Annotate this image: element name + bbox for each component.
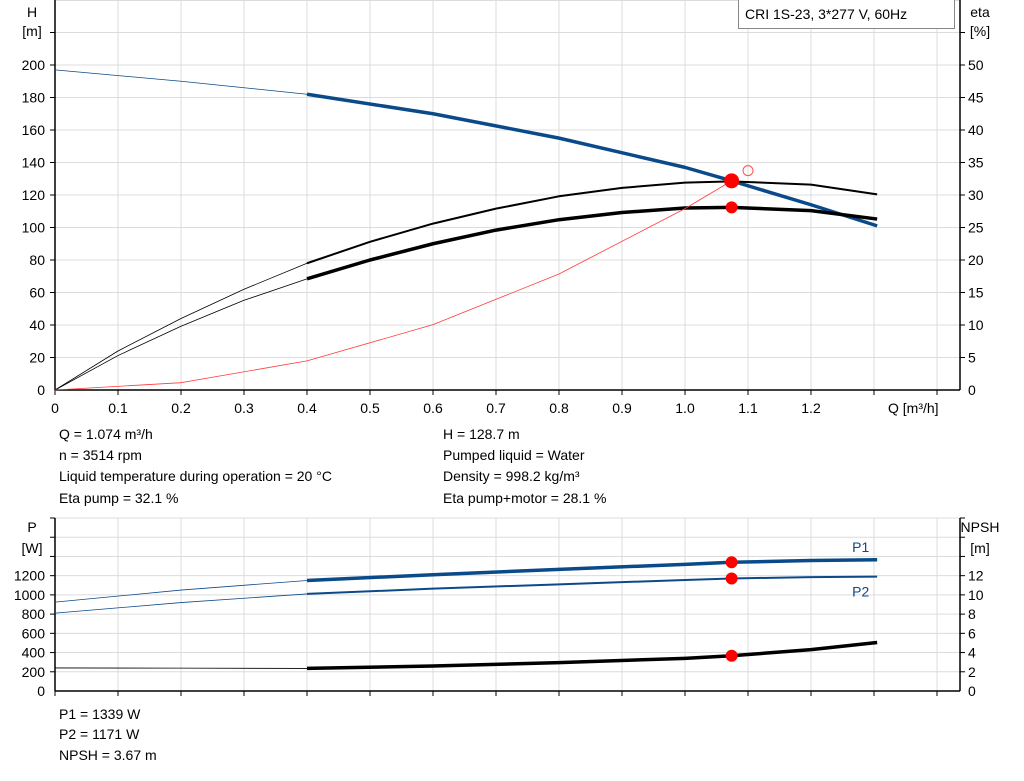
open-point-marker (742, 165, 754, 177)
y-tick-label: 140 (22, 155, 46, 171)
y2-tick-label: 15 (968, 285, 984, 301)
y2-axis-unit: [m] (970, 540, 989, 556)
x-tick-label: 0.8 (549, 400, 569, 416)
x-tick-label: 1.0 (675, 400, 695, 416)
y2-tick-label: 0 (968, 382, 976, 398)
y-tick-label: 80 (29, 252, 45, 268)
info-liquid: Pumped liquid = Water (443, 447, 585, 463)
series-label-p2: P2 (852, 584, 869, 600)
duty-point (724, 173, 740, 189)
x-tick-label: 0.2 (171, 400, 191, 416)
y-tick-label: 1200 (14, 568, 45, 584)
y2-tick-label: 10 (968, 587, 984, 603)
y-axis-label: H (27, 4, 37, 20)
info-eta-pump: Eta pump = 32.1 % (59, 490, 179, 506)
y-tick-label: 180 (22, 90, 46, 106)
y-axis-unit: [W] (22, 540, 43, 556)
y-tick-label: 400 (22, 645, 46, 661)
info-eta-total: Eta pump+motor = 28.1 % (443, 490, 607, 506)
y2-axis-label: eta (970, 4, 990, 20)
duty-point (725, 556, 738, 569)
y-tick-label: 0 (37, 683, 45, 699)
duty-point (725, 572, 738, 585)
info-npsh: NPSH = 3.67 m (59, 747, 157, 763)
p2-curve (306, 575, 878, 595)
info-p2: P2 = 1171 W (59, 726, 140, 742)
x-tick-label: 0.9 (612, 400, 632, 416)
chart-title-box: CRI 1S-23, 3*277 V, 60Hz (738, 0, 955, 29)
x-tick-label: 1.1 (738, 400, 758, 416)
eta-pump-curve (306, 180, 878, 265)
x-tick-label: 0.4 (297, 400, 317, 416)
y2-tick-label: 4 (968, 645, 976, 661)
info-q: Q = 1.074 m³/h (59, 426, 153, 442)
y2-tick-label: 8 (968, 606, 976, 622)
y-axis-label: P (27, 519, 36, 535)
p1-curve (306, 558, 878, 583)
npsh-curve (306, 640, 878, 671)
y-tick-label: 40 (29, 317, 45, 333)
y2-tick-label: 35 (968, 155, 984, 171)
info-h: H = 128.7 m (443, 426, 520, 442)
y2-tick-label: 5 (968, 350, 976, 366)
x-tick-label: 0.5 (360, 400, 380, 416)
info-density: Density = 998.2 kg/m³ (443, 468, 580, 484)
y2-axis-label: NPSH (961, 519, 1000, 535)
y-tick-label: 600 (22, 625, 46, 641)
y-tick-label: 120 (22, 187, 46, 203)
series-label-p1: P1 (852, 539, 869, 555)
h-curve-extrapolated (54, 69, 308, 95)
y-tick-label: 160 (22, 122, 46, 138)
y-tick-label: 0 (37, 382, 45, 398)
info-n: n = 3514 rpm (59, 447, 142, 463)
y2-tick-label: 12 (968, 568, 984, 584)
h-curve (306, 92, 878, 228)
y2-axis-unit: [%] (970, 23, 990, 39)
x-tick-label: 1.2 (801, 400, 821, 416)
y-tick-label: 20 (29, 350, 45, 366)
y2-tick-label: 45 (968, 90, 984, 106)
system-curve (54, 180, 732, 391)
y-tick-label: 100 (22, 220, 46, 236)
info-p1: P1 = 1339 W (59, 706, 141, 722)
eta-total-curve (306, 205, 878, 281)
eta-total-curve-extrapolated (54, 278, 308, 391)
y2-tick-label: 6 (968, 625, 976, 641)
info-temp: Liquid temperature during operation = 20… (59, 468, 332, 484)
y2-tick-label: 20 (968, 252, 984, 268)
y2-tick-label: 2 (968, 664, 976, 680)
y-tick-label: 200 (22, 57, 46, 73)
y2-tick-label: 10 (968, 317, 984, 333)
y-tick-label: 800 (22, 606, 46, 622)
duty-point (725, 649, 738, 662)
p2-curve-extrapolated (54, 593, 308, 614)
x-tick-label: 0.6 (423, 400, 443, 416)
y2-tick-label: 25 (968, 220, 984, 236)
x-axis-label: Q [m³/h] (888, 400, 939, 416)
y-tick-label: 200 (22, 664, 46, 680)
x-tick-label: 0 (51, 400, 59, 416)
y-tick-label: 1000 (14, 587, 45, 603)
y-tick-label: 60 (29, 285, 45, 301)
y2-tick-label: 40 (968, 122, 984, 138)
duty-point (725, 201, 738, 214)
y2-tick-label: 30 (968, 187, 984, 203)
y2-tick-label: 50 (968, 57, 984, 73)
eta-pump-curve-extrapolated (54, 262, 308, 391)
x-tick-label: 0.7 (486, 400, 506, 416)
x-tick-label: 0.1 (108, 400, 128, 416)
x-tick-label: 0.3 (234, 400, 254, 416)
p1-curve-extrapolated (54, 580, 308, 603)
y2-tick-label: 0 (968, 683, 976, 699)
y-axis-unit: [m] (22, 23, 41, 39)
